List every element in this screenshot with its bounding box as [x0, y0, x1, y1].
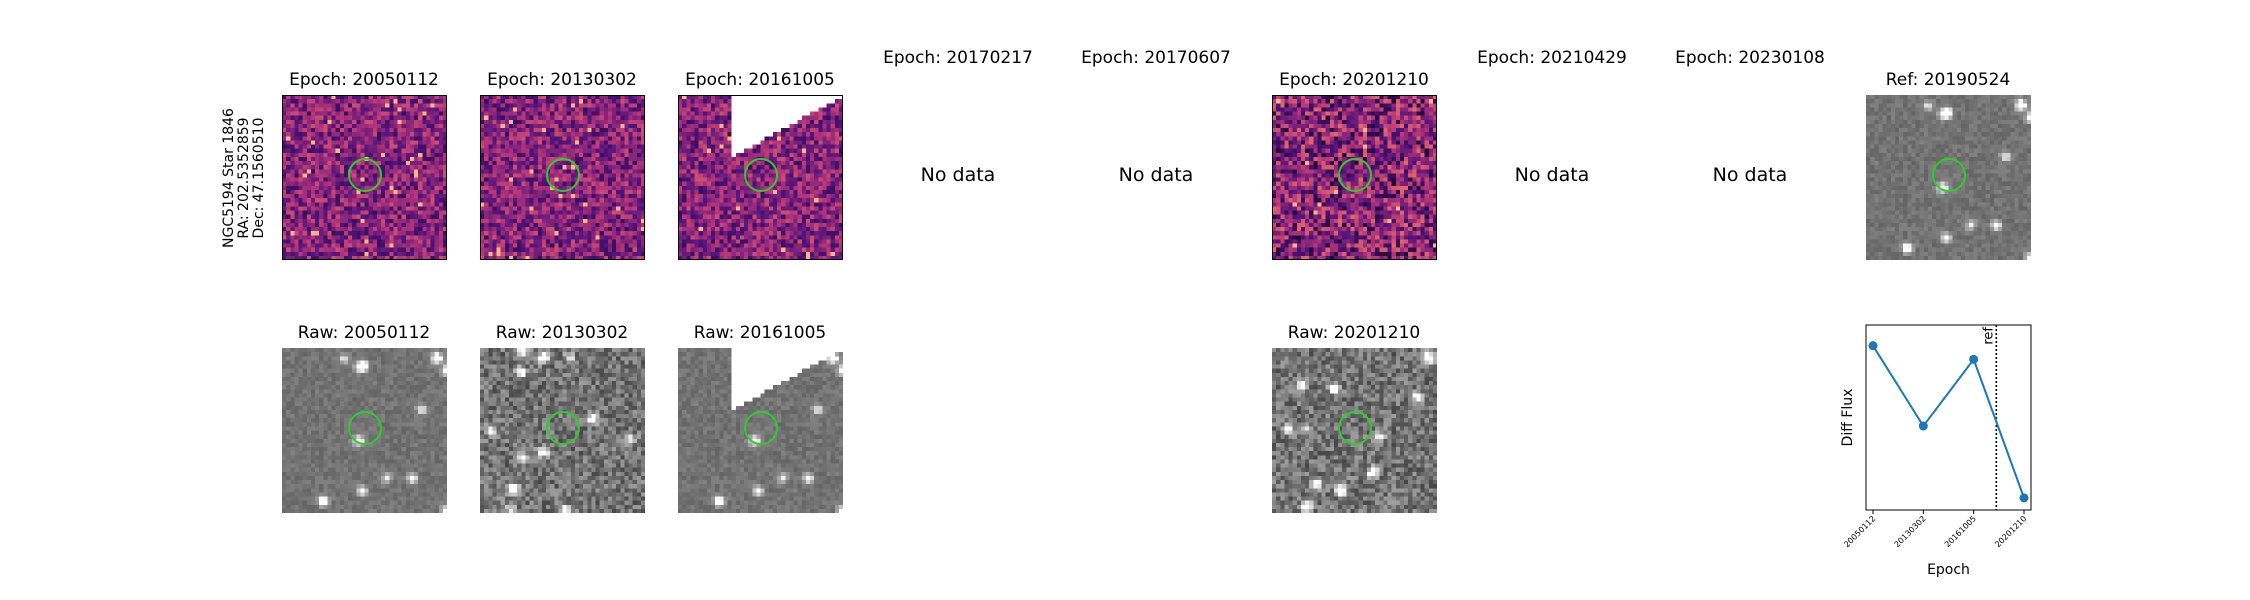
diff-image-5 [1272, 95, 1437, 260]
star-dec: Dec: 47.1560510 [252, 108, 267, 248]
diff-image-2 [678, 95, 843, 260]
aperture-circle [1933, 159, 1965, 191]
aperture-circle [547, 412, 579, 444]
aperture-circle [349, 412, 381, 444]
star-ra: RA: 202.5352859 [237, 108, 252, 248]
series-line [1873, 346, 2024, 498]
diff-image-0 [282, 95, 447, 260]
plot-frame [1866, 325, 2031, 510]
x-tick-label-2: 20161005 [1943, 514, 1978, 549]
x-tick-label-3: 20201210 [1993, 514, 2028, 549]
ref-title: Ref: 20190524 [1828, 70, 2068, 90]
aperture-circle [745, 412, 777, 444]
data-point-2 [1969, 355, 1978, 364]
aperture-circle [1339, 412, 1371, 444]
epoch-title-7: Epoch: 20230108 [1630, 48, 1870, 68]
y-axis-label: Diff Flux [1840, 389, 1856, 447]
raw-title-2: Raw: 20161005 [640, 323, 880, 343]
no-data-4: No data [1056, 164, 1256, 186]
ref-image [1866, 95, 2031, 260]
data-point-3 [2020, 493, 2029, 502]
x-tick-label-1: 20130302 [1893, 514, 1928, 549]
raw-image-0 [282, 348, 447, 513]
x-axis-label: Epoch [1927, 562, 1970, 578]
no-data-3: No data [858, 164, 1058, 186]
diff-image-1 [480, 95, 645, 260]
raw-image-1 [480, 348, 645, 513]
x-tick-label-0: 20050112 [1842, 514, 1877, 549]
data-point-0 [1869, 341, 1878, 350]
reference-label: ref [1981, 327, 1996, 345]
raw-title-5: Raw: 20201210 [1234, 323, 1474, 343]
data-point-1 [1919, 422, 1928, 431]
light-curve-chart: ref 20050112 20130302 20161005 20201210 Epoch… [1820, 310, 2050, 600]
no-data-7: No data [1650, 164, 1850, 186]
star-info-label: NGC5194 Star 1846 RA: 202.5352859 Dec: 4… [222, 108, 267, 248]
no-data-6: No data [1452, 164, 1652, 186]
raw-image-2 [678, 348, 843, 513]
raw-image-5 [1272, 348, 1437, 513]
epoch-title-5: Epoch: 20201210 [1234, 70, 1474, 90]
epoch-title-4: Epoch: 20170607 [1036, 48, 1276, 68]
star-name: NGC5194 Star 1846 [222, 108, 237, 248]
epoch-title-2: Epoch: 20161005 [640, 70, 880, 90]
